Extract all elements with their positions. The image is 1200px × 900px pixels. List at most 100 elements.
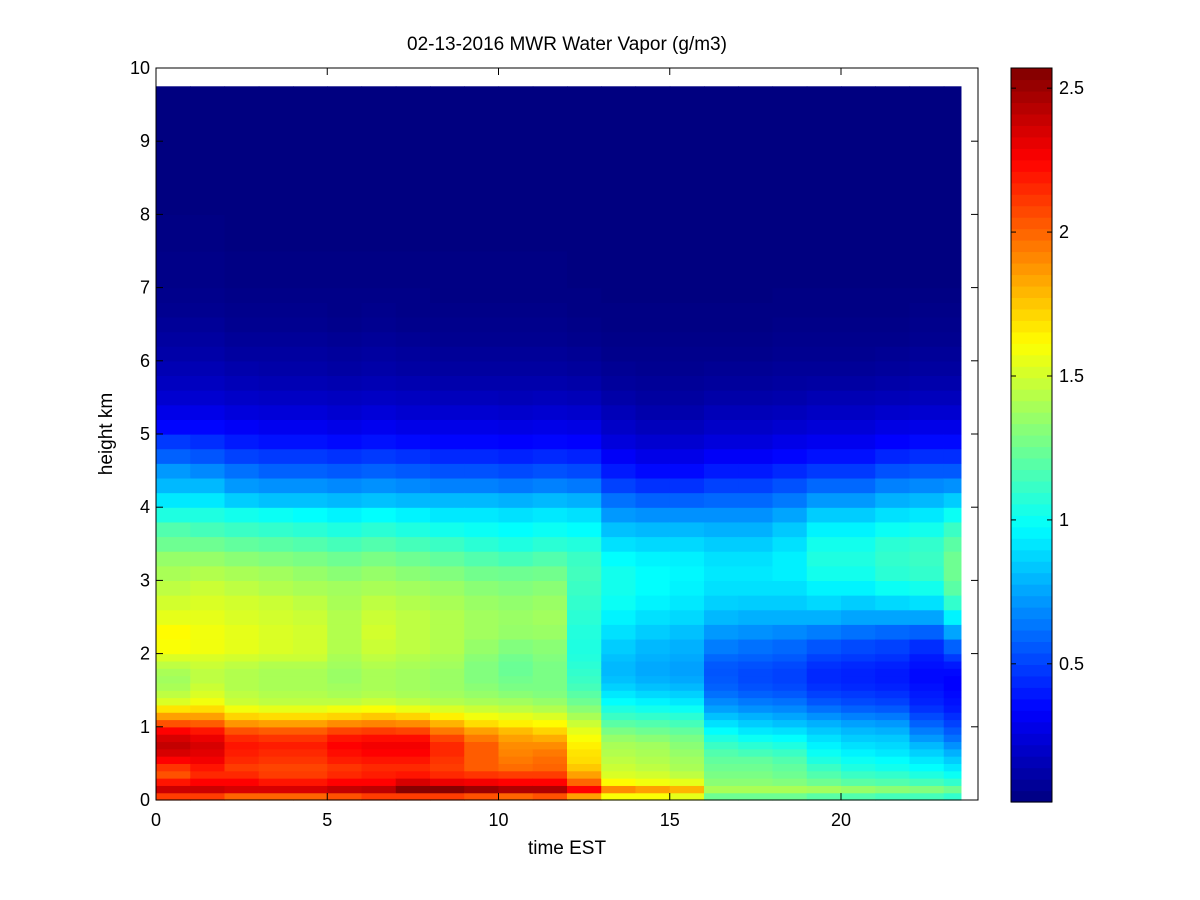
heatmap-cell [224,404,260,420]
heatmap-cell [772,346,808,362]
heatmap-cell [430,624,465,640]
heatmap-cell [430,214,465,252]
heatmap-cell [293,463,328,479]
heatmap-cell [293,690,328,699]
heatmap-cell [601,463,637,479]
heatmap-cell [669,448,705,464]
heatmap-cell [704,763,739,772]
heatmap-cell [943,660,962,669]
heatmap-cell [327,287,363,303]
heatmap-cell [635,778,671,786]
heatmap-cell [875,756,911,764]
heatmap-cell [875,690,911,699]
heatmap-cell [156,726,191,735]
heatmap-cell [772,778,808,786]
heatmap-cell [909,792,945,801]
heatmap-cell [395,682,431,691]
heatmap-cell [430,785,465,794]
heatmap-cell [156,177,191,215]
heatmap-cell [841,390,876,406]
heatmap-cell [875,609,911,625]
heatmap-cell [669,214,705,252]
colorbar-swatch [1011,721,1052,734]
heatmap-cell [669,551,705,567]
colorbar-swatch [1011,171,1052,184]
heatmap-cell [224,448,260,464]
heatmap-cell [224,741,260,750]
heatmap-cell [943,741,962,750]
heatmap-cell [909,177,945,215]
heatmap-cell [498,668,534,677]
heatmap-cell [704,448,739,464]
heatmap-cell [190,638,226,655]
heatmap-cell [293,792,328,801]
heatmap-cell [669,668,705,677]
heatmap-cell [224,770,260,779]
heatmap-cell [190,419,226,435]
heatmap-cell [943,419,962,435]
heatmap-cell [532,404,568,420]
heatmap-cell [395,719,431,728]
heatmap-cell [395,712,431,721]
heatmap-cell [772,734,808,743]
heatmap-cell [841,86,876,106]
heatmap-cell [704,734,739,743]
heatmap-cell [601,609,637,625]
heatmap-cell [498,477,534,494]
heatmap-cell [498,302,534,318]
heatmap-cell [532,712,568,721]
heatmap-cell [498,360,534,377]
heatmap-cell [532,580,568,596]
heatmap-cell [327,521,363,538]
heatmap-cell [532,595,568,611]
heatmap-cell [943,682,962,691]
heatmap-cell [841,302,876,318]
heatmap-cell [156,214,191,252]
heatmap-cell [532,653,568,662]
colorbar-swatch [1011,68,1052,81]
heatmap-cell [943,521,962,538]
heatmap-cell [772,609,808,625]
heatmap-cell [909,360,945,377]
heatmap-cell [258,778,294,786]
heatmap-cell [258,719,294,728]
heatmap-cell [635,86,671,106]
heatmap-cell [943,697,962,706]
heatmap-cell [156,507,191,523]
heatmap-cell [909,719,945,728]
heatmap-cell [635,507,671,523]
heatmap-cell [258,712,294,721]
heatmap-cell [361,419,397,435]
heatmap-cell [669,624,705,640]
heatmap-cell [430,748,465,757]
heatmap-cell [395,302,431,318]
heatmap-cell [943,653,962,662]
heatmap-cell [909,778,945,786]
heatmap-cell [738,653,774,662]
heatmap-cell [567,712,602,721]
heatmap-cell [601,653,637,662]
heatmap-cell [190,214,226,252]
heatmap-cell [704,668,739,677]
heatmap-cell [704,404,739,420]
heatmap-cell [738,697,774,706]
heatmap-cell [498,741,534,750]
heatmap-cell [943,507,962,523]
heatmap-cell [772,214,808,252]
heatmap-cell [704,726,739,735]
heatmap-cell [909,492,945,508]
heatmap-cell [293,778,328,786]
heatmap-cell [464,719,500,728]
heatmap-cell [258,390,294,406]
heatmap-cell [875,302,911,318]
heatmap-cell [909,697,945,706]
heatmap-cell [293,660,328,669]
heatmap-cell [293,251,328,289]
heatmap-cell [567,434,602,450]
heatmap-cell [567,287,602,303]
heatmap-cell [258,360,294,377]
heatmap-cell [395,704,431,713]
heatmap-cell [669,778,705,786]
heatmap-cell [841,734,876,743]
colorbar-swatch [1011,492,1052,505]
